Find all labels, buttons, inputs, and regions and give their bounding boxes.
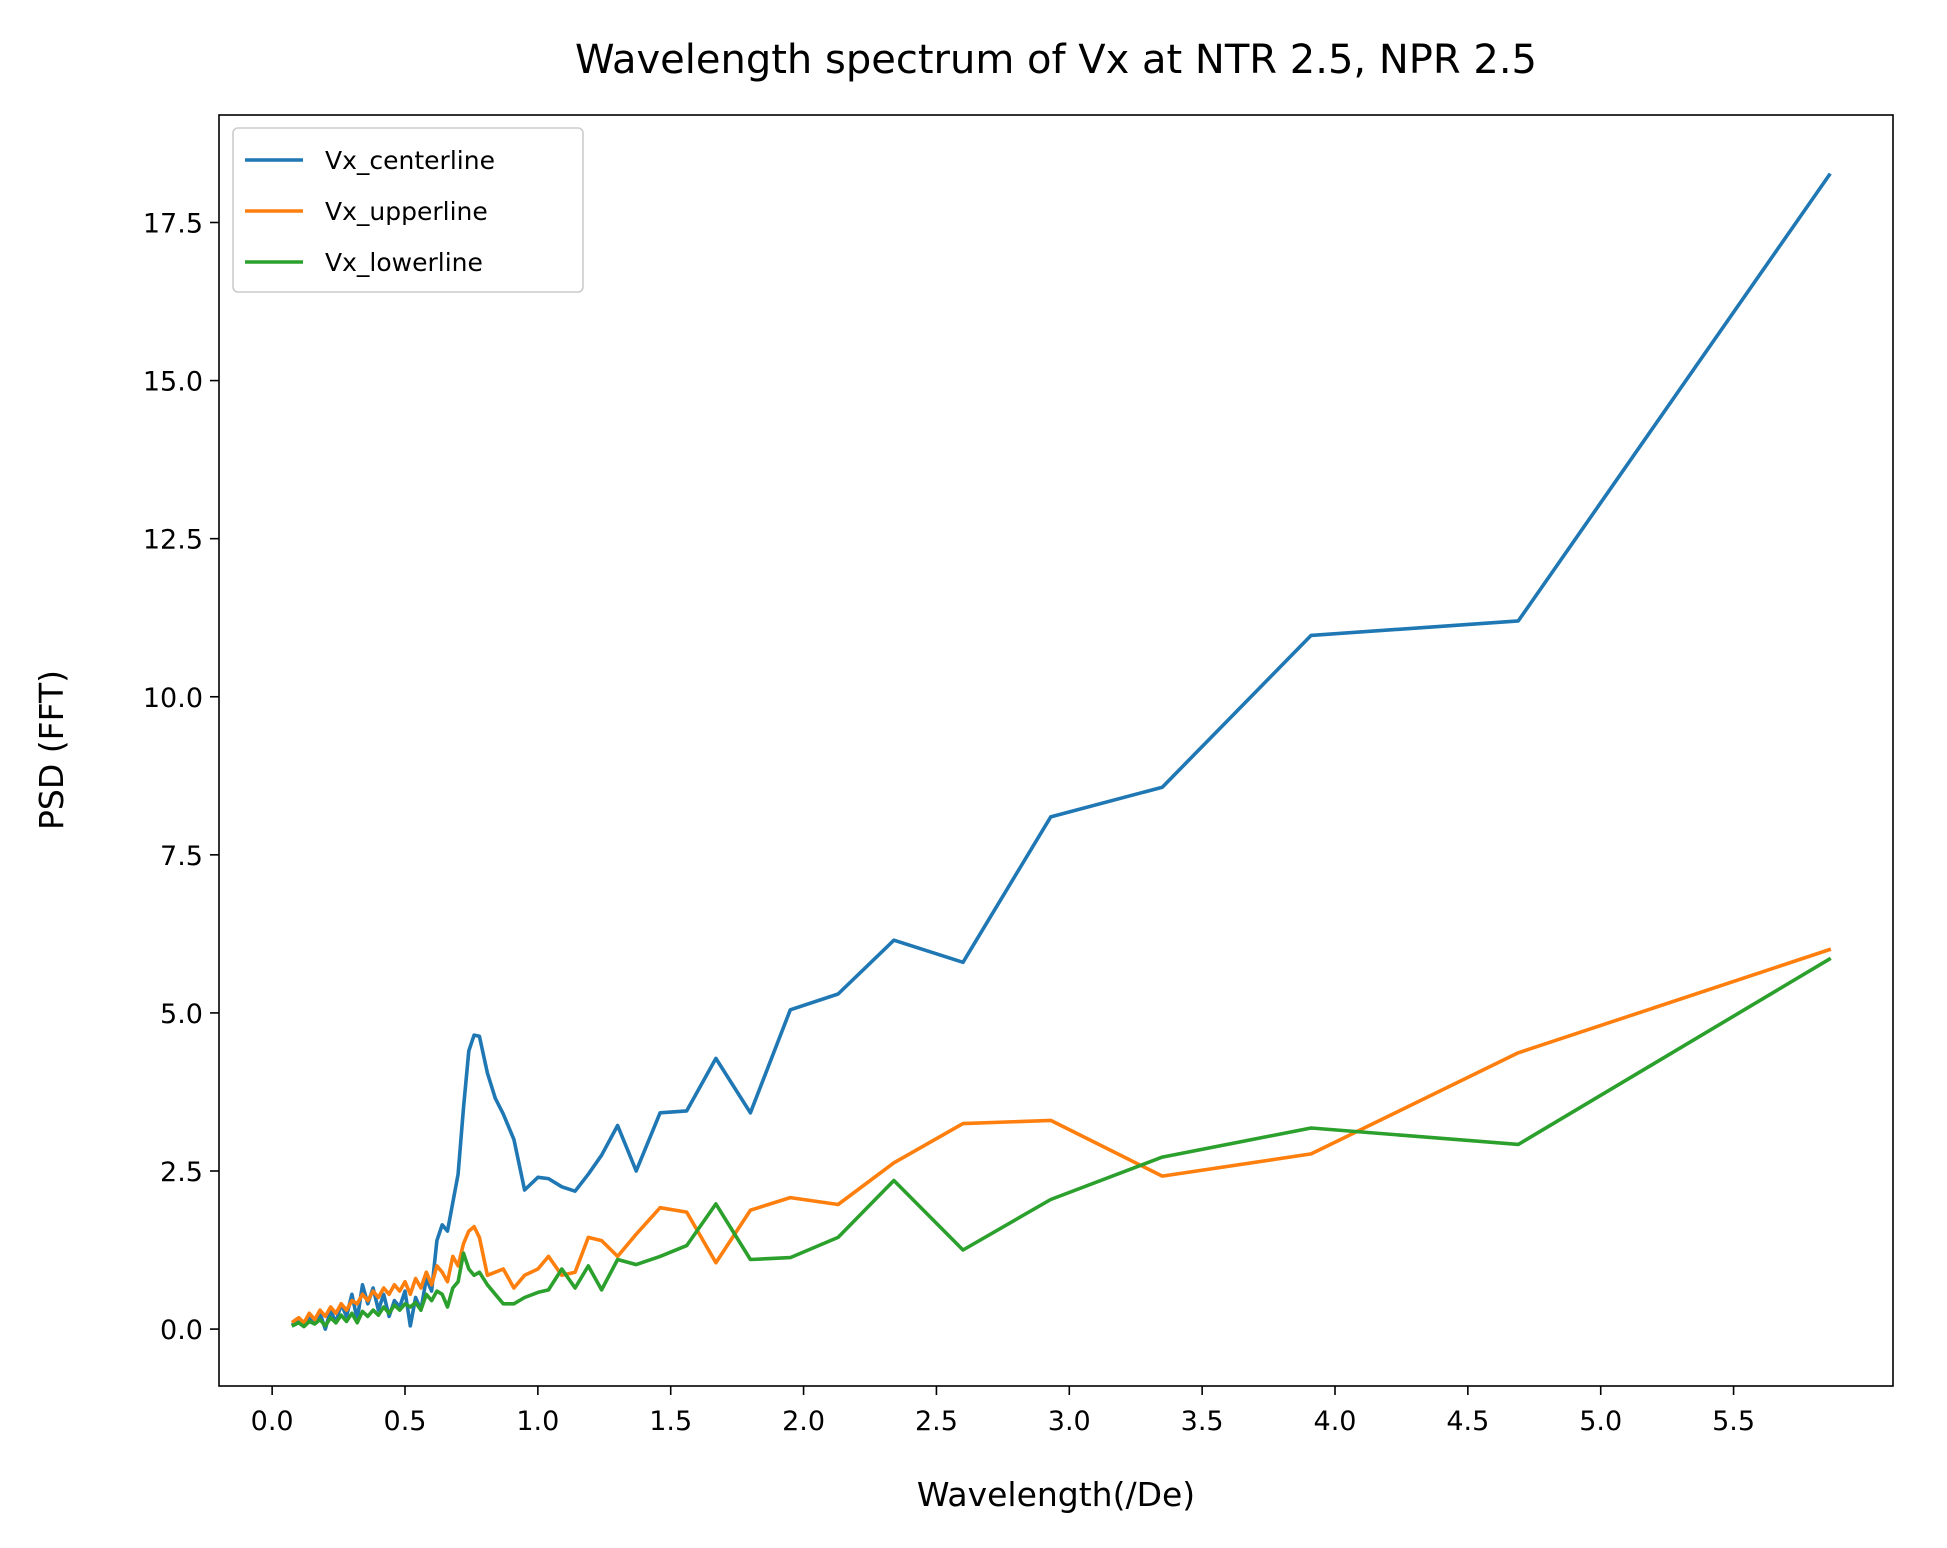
legend-label: Vx_lowerline	[325, 248, 483, 277]
y-tick-label: 5.0	[160, 999, 203, 1030]
y-tick-label: 2.5	[160, 1157, 203, 1188]
series-lines	[290, 172, 1832, 1331]
y-tick-label: 7.5	[160, 841, 203, 872]
x-tick-label: 2.0	[782, 1406, 825, 1437]
legend: Vx_centerline Vx_upperline Vx_lowerline	[232, 127, 584, 293]
series-line-vx-lowerline	[291, 956, 1832, 1329]
plot-frame	[218, 114, 1894, 1387]
series-line-vx-centerline	[290, 172, 1832, 1331]
y-tick-label: 10.0	[143, 683, 203, 714]
y-tick-label: 15.0	[143, 367, 203, 398]
chart-title: Wavelength spectrum of Vx at NTR 2.5, NP…	[575, 37, 1537, 83]
x-axis-ticks: 0.0 0.5 1.0 1.5 2.0 2.5 3.0 3.5 4.0 4.5 5.0 5.5	[251, 1386, 1755, 1437]
y-axis-label: PSD (FFT)	[32, 670, 71, 830]
x-tick-label: 4.0	[1314, 1406, 1357, 1437]
x-tick-label: 4.5	[1446, 1406, 1489, 1437]
x-tick-label: 5.0	[1579, 1406, 1622, 1437]
x-axis-label: Wavelength(/De)	[917, 1475, 1195, 1514]
legend-label: Vx_centerline	[325, 146, 495, 175]
x-tick-label: 0.0	[251, 1406, 294, 1437]
x-tick-label: 1.0	[516, 1406, 559, 1437]
legend-box	[232, 127, 584, 293]
y-axis-ticks: 0.0 2.5 5.0 7.5 10.0 12.5 15.0 17.5	[143, 208, 219, 1346]
x-tick-label: 3.0	[1048, 1406, 1091, 1437]
x-tick-label: 5.5	[1712, 1406, 1755, 1437]
y-tick-label: 12.5	[143, 525, 203, 556]
legend-label: Vx_upperline	[325, 197, 488, 226]
plot-area	[219, 115, 1893, 1386]
y-tick-label: 17.5	[143, 208, 203, 239]
x-tick-label: 1.5	[649, 1406, 692, 1437]
series-line-vx-upperline	[290, 947, 1832, 1325]
x-tick-label: 2.5	[915, 1406, 958, 1437]
x-tick-label: 0.5	[384, 1406, 427, 1437]
x-tick-label: 3.5	[1181, 1406, 1224, 1437]
y-tick-label: 0.0	[160, 1315, 203, 1346]
